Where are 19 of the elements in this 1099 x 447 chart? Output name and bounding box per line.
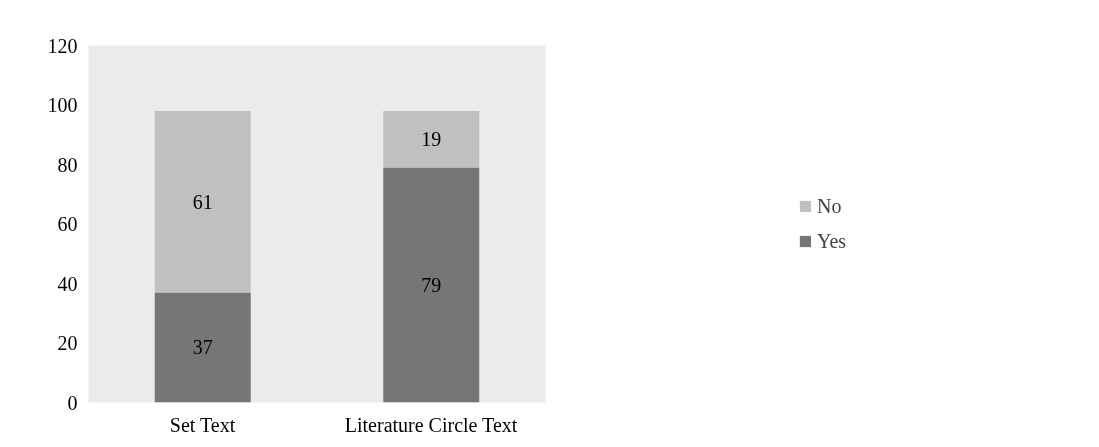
- y-tick-label: 20: [57, 332, 78, 354]
- x-tick-label: Literature Circle Text: [344, 413, 518, 436]
- y-tick-label: 120: [47, 34, 78, 57]
- data-label: 37: [192, 336, 213, 359]
- y-tick-label: 0: [67, 391, 78, 414]
- bar: [383, 110, 480, 168]
- y-tick-label: 100: [47, 94, 78, 116]
- bar: [154, 292, 251, 403]
- y-tick-label: 40: [57, 272, 78, 295]
- bar: [383, 167, 480, 403]
- data-label: 79: [421, 273, 442, 296]
- data-label: 61: [192, 190, 213, 213]
- y-tick-label: 80: [57, 153, 78, 176]
- x-tick-label: Set Text: [169, 413, 236, 436]
- legend-label: No: [816, 194, 842, 218]
- legend-label: Yes: [816, 229, 847, 253]
- y-tick-label: 60: [57, 213, 78, 235]
- data-label: 19: [421, 128, 442, 151]
- bar: [154, 110, 251, 293]
